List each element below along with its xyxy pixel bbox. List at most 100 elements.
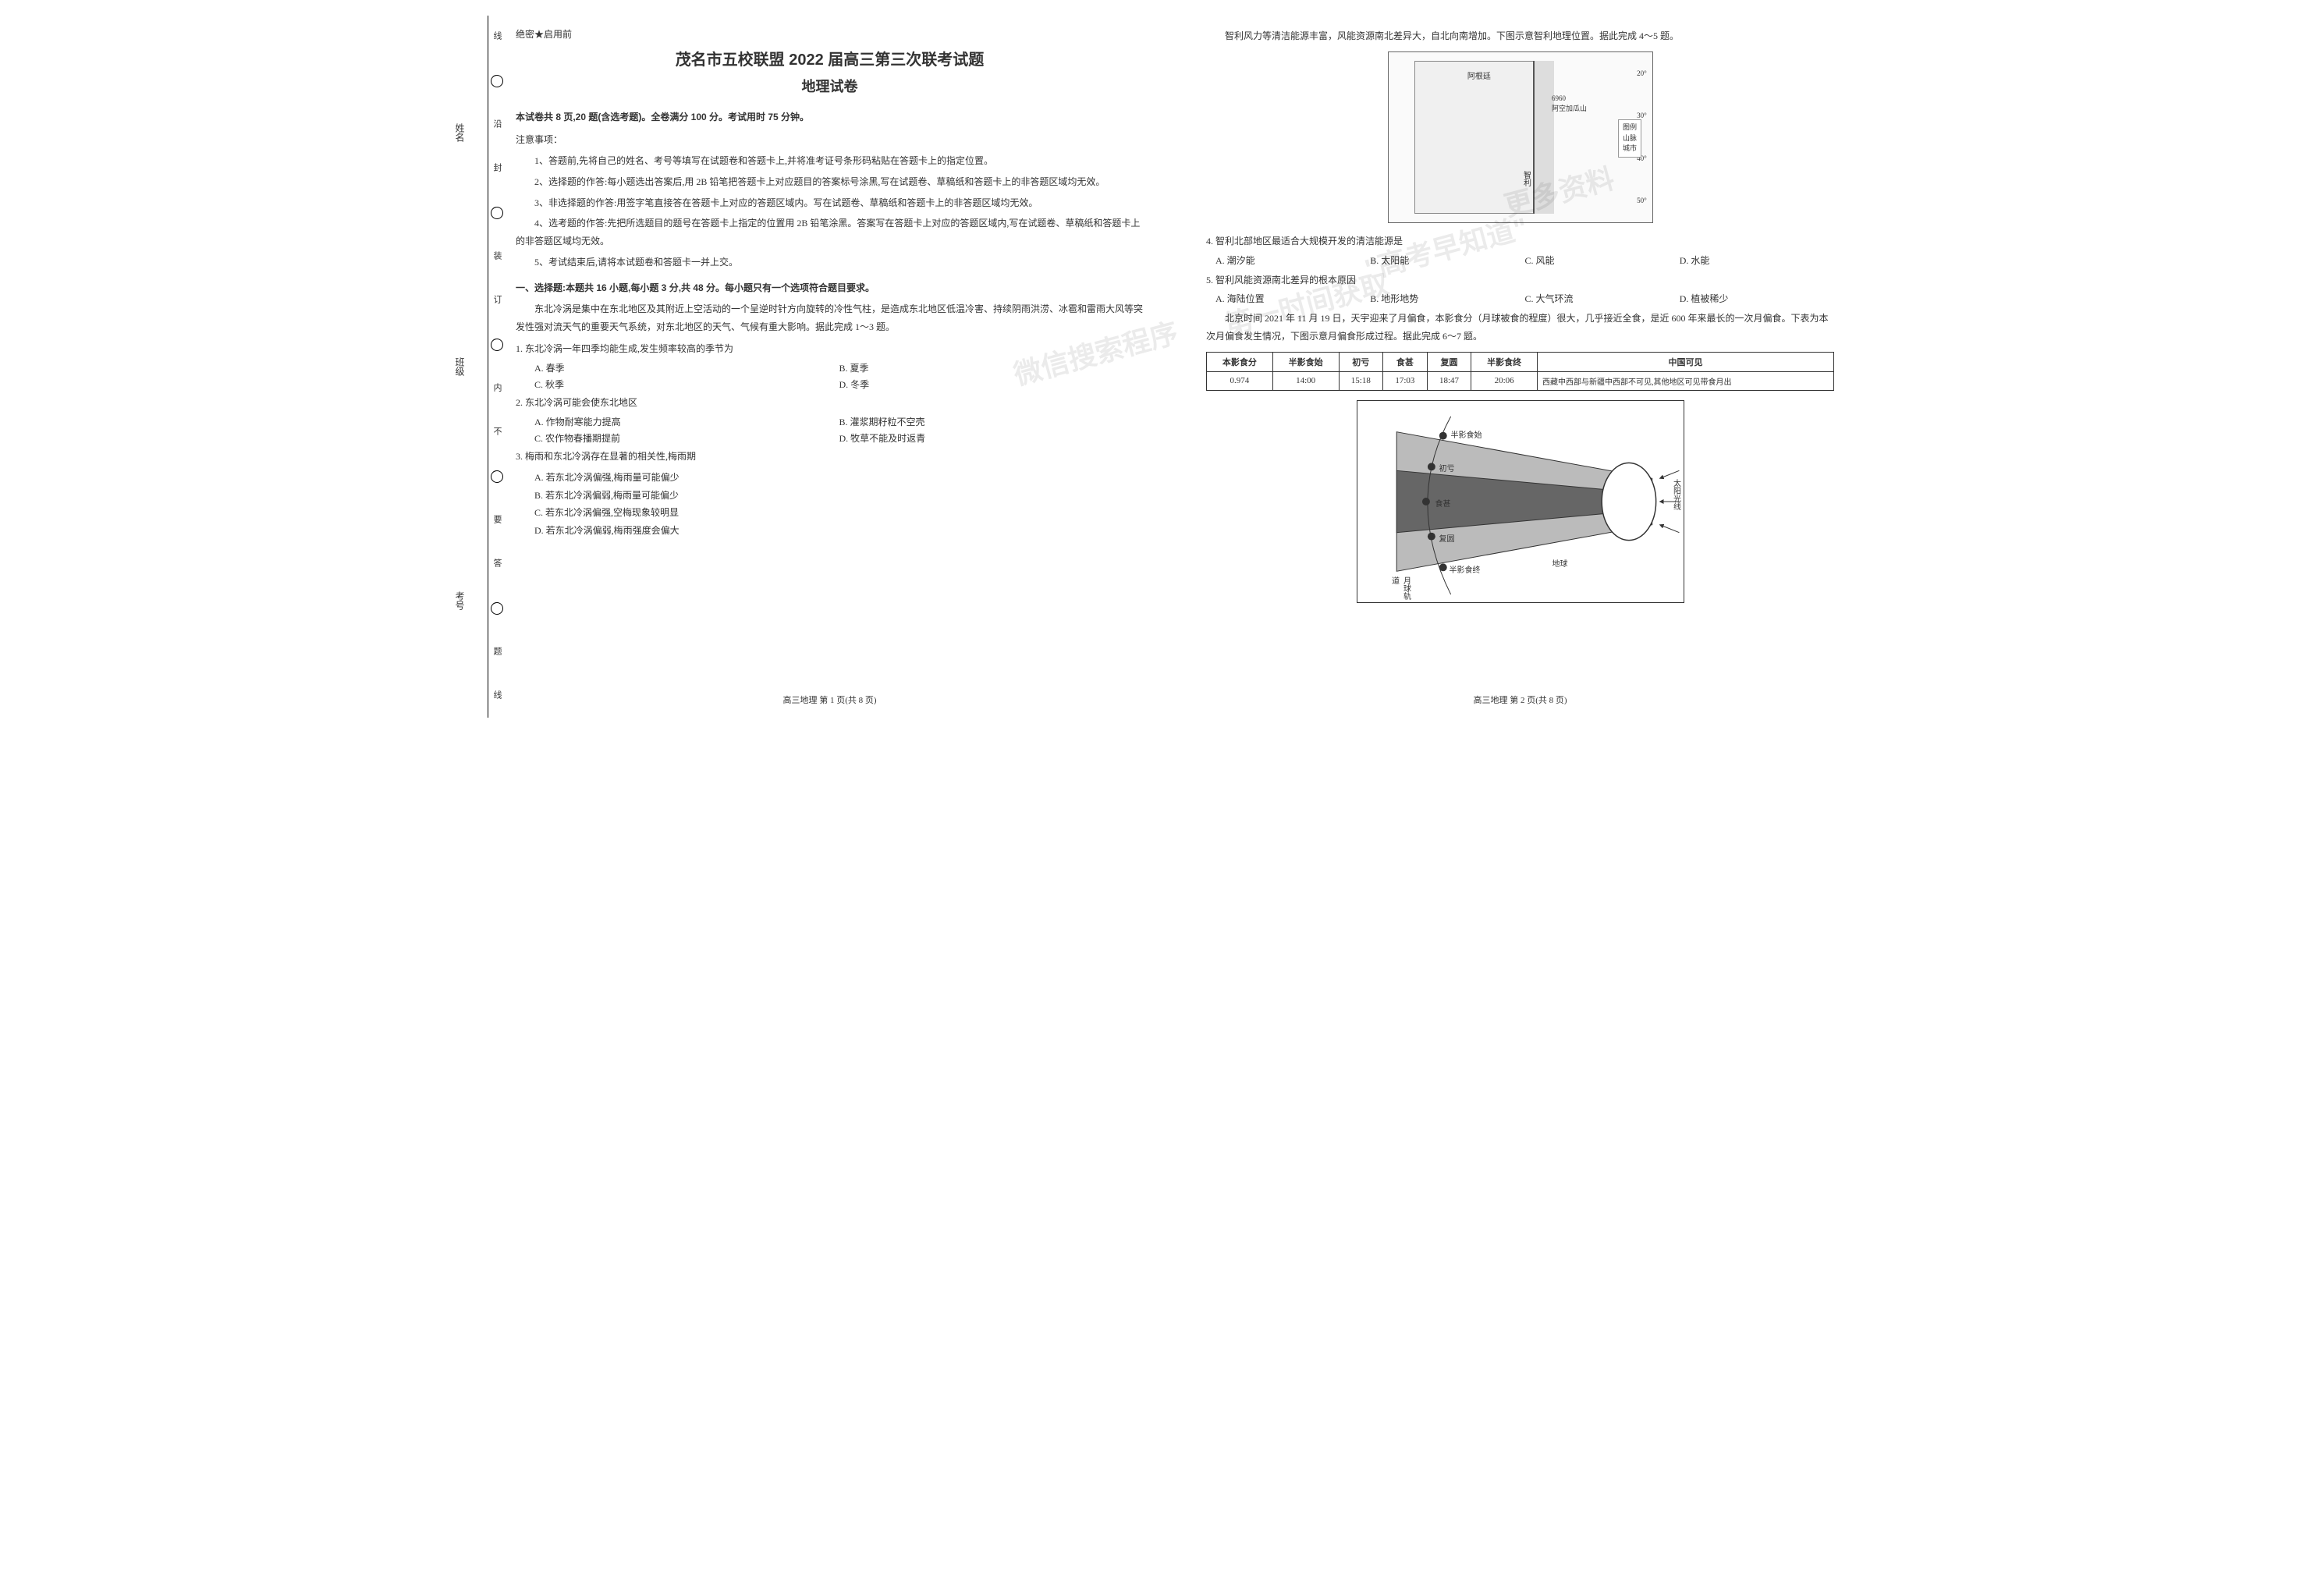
eclipse-label-1: 初亏 (1439, 462, 1455, 473)
passage-1: 东北冷涡是集中在东北地区及其附近上空活动的一个呈逆时针方向旋转的冷性气柱，是造成… (516, 300, 1144, 336)
map-mountain-elev: 6960 (1552, 94, 1566, 102)
eclipse-label-5: 月球轨道 (1389, 576, 1412, 602)
q3-stem: 3. 梅雨和东北冷涡存在显著的相关性,梅雨期 (516, 448, 1144, 466)
map-lat-50: 50° (1637, 197, 1647, 204)
sunray-1 (1659, 470, 1679, 478)
map-legend-1: 山脉 (1623, 133, 1637, 144)
moon-pos-3 (1421, 498, 1429, 505)
side-strip: 姓名 班级 考号 线 沿 封 装 订 内 不 要 答 题 线 (449, 16, 488, 718)
q4-stem: 4. 智利北部地区最适合大规模开发的清洁能源是 (1206, 232, 1834, 250)
q4-opt-a: A. 潮汐能 (1215, 254, 1370, 267)
eclipse-th-0: 本影食分 (1207, 352, 1273, 371)
q1-opts-row2: C. 秋季 D. 冬季 (534, 378, 1144, 391)
moon-pos-5 (1439, 563, 1446, 571)
eclipse-th-5: 半影食终 (1471, 352, 1538, 371)
notice-4: 4、选考题的作答:先把所选题目的题号在答题卡上指定的位置用 2B 铅笔涂黑。答案… (516, 215, 1144, 250)
map-country-arg: 阿根廷 (1467, 69, 1491, 81)
q1-stem: 1. 东北冷涡一年四季均能生成,发生频率较高的季节为 (516, 340, 1144, 358)
map-coast (1533, 61, 1554, 214)
q4-opt-b: B. 太阳能 (1370, 254, 1524, 267)
page-2: 智利风力等清洁能源丰富，风能资源南北差异大，自北向南增加。下图示意智利地理位置。… (1187, 16, 1854, 718)
exam-subtitle: 地理试卷 (516, 76, 1144, 96)
section-1-heading: 一、选择题:本题共 16 小题,每小题 3 分,共 48 分。每小题只有一个选项… (516, 281, 1144, 294)
eclipse-td-0: 0.974 (1207, 371, 1273, 390)
chile-map: 20° 30° 40° 50° 6960 阿空加瓜山 智利 阿根廷 图例 山脉 … (1388, 51, 1653, 223)
q2-stem: 2. 东北冷涡可能会使东北地区 (516, 394, 1144, 412)
page-2-footer: 高三地理 第 2 页(共 8 页) (1187, 693, 1854, 706)
eclipse-label-4: 半影食终 (1450, 563, 1481, 575)
eclipse-label-2: 食甚 (1435, 497, 1451, 509)
page-1: 绝密★启用前 茂名市五校联盟 2022 届高三第三次联考试题 地理试卷 本试卷共… (496, 16, 1163, 718)
side-label-examno: 考号 (453, 585, 467, 616)
eclipse-label-7: 太阳光线 (1670, 479, 1682, 510)
q4-opt-c: C. 风能 (1525, 254, 1680, 267)
notice-heading: 注意事项： (516, 133, 1144, 146)
side-label-name: 姓名 (453, 117, 467, 148)
q2-opts-row2: C. 农作物春播期提前 D. 牧草不能及时返青 (534, 431, 1144, 445)
map-lat-20: 20° (1637, 69, 1647, 77)
q1-opt-a: A. 春季 (534, 361, 839, 374)
passage-2: 智利风力等清洁能源丰富，风能资源南北差异大，自北向南增加。下图示意智利地理位置。… (1206, 27, 1834, 45)
q2-opt-d: D. 牧草不能及时返青 (839, 431, 1144, 445)
notice-2: 2、选择题的作答:每小题选出答案后,用 2B 铅笔把答题卡上对应题目的答案标号涂… (516, 173, 1144, 191)
moon-pos-4 (1427, 533, 1435, 541)
q1-opt-b: B. 夏季 (839, 361, 1144, 374)
q4-opt-d: D. 水能 (1680, 254, 1834, 267)
q1-opt-c: C. 秋季 (534, 378, 839, 391)
q5-opts: A. 海陆位置 B. 地形地势 C. 大气环流 D. 植被稀少 (1215, 292, 1834, 305)
q4-opts: A. 潮汐能 B. 太阳能 C. 风能 D. 水能 (1215, 254, 1834, 267)
map-legend-title: 图例 (1623, 122, 1637, 133)
map-legend: 图例 山脉 城市 (1618, 119, 1641, 158)
q2-opt-b: B. 灌浆期籽粒不空壳 (839, 415, 1144, 428)
eclipse-table: 本影食分 半影食始 初亏 食甚 复圆 半影食终 中国可见 0.974 14:00… (1206, 352, 1834, 391)
side-label-class: 班级 (453, 351, 467, 382)
q1-opts-row1: A. 春季 B. 夏季 (534, 361, 1144, 374)
exam-container: 姓名 班级 考号 线 沿 封 装 订 内 不 要 答 题 线 绝密★启用前 茂名… (449, 16, 1854, 718)
map-mountain-label: 阿空加瓜山 (1552, 103, 1587, 113)
eclipse-table-header-row: 本影食分 半影食始 初亏 食甚 复圆 半影食终 中国可见 (1207, 352, 1834, 371)
eclipse-th-2: 初亏 (1339, 352, 1383, 371)
eclipse-label-6: 地球 (1552, 557, 1568, 569)
map-legend-2: 城市 (1623, 144, 1637, 154)
q3-opt-d: D. 若东北冷涡偏弱,梅雨强度会偏大 (534, 522, 1144, 540)
map-land (1414, 61, 1546, 214)
eclipse-svg (1357, 401, 1684, 602)
pages: 绝密★启用前 茂名市五校联盟 2022 届高三第三次联考试题 地理试卷 本试卷共… (496, 16, 1854, 718)
exam-info: 本试卷共 8 页,20 题(含选考题)。全卷满分 100 分。考试用时 75 分… (516, 110, 1144, 123)
earth-shape (1602, 463, 1655, 540)
q2-opt-a: A. 作物耐寒能力提高 (534, 415, 839, 428)
moon-pos-2 (1427, 463, 1435, 470)
page-1-footer: 高三地理 第 1 页(共 8 页) (496, 693, 1163, 706)
eclipse-td-5: 20:06 (1471, 371, 1538, 390)
side-labels: 姓名 班级 考号 (453, 16, 467, 718)
eclipse-td-3: 17:03 (1383, 371, 1428, 390)
eclipse-td-6: 西藏中西部与新疆中西部不可见,其他地区可见带食月出 (1538, 371, 1834, 390)
eclipse-label-0: 半影食始 (1451, 428, 1482, 440)
exam-title: 茂名市五校联盟 2022 届高三第三次联考试题 (516, 47, 1144, 69)
map-lat-30: 30° (1637, 112, 1647, 119)
eclipse-table-data-row: 0.974 14:00 15:18 17:03 18:47 20:06 西藏中西… (1207, 371, 1834, 390)
eclipse-th-4: 复圆 (1427, 352, 1471, 371)
q3-opt-a: A. 若东北冷涡偏强,梅雨量可能偏少 (534, 469, 1144, 487)
eclipse-th-6: 中国可见 (1538, 352, 1834, 371)
eclipse-th-1: 半影食始 (1272, 352, 1339, 371)
notice-1: 1、答题前,先将自己的姓名、考号等填写在试题卷和答题卡上,并将准考证号条形码粘贴… (516, 152, 1144, 170)
q5-opt-c: C. 大气环流 (1525, 292, 1680, 305)
q5-opt-b: B. 地形地势 (1370, 292, 1524, 305)
passage-3: 北京时间 2021 年 11 月 19 日，天宇迎来了月偏食，本影食分（月球被食… (1206, 310, 1834, 346)
q3-opt-b: B. 若东北冷涡偏弱,梅雨量可能偏少 (534, 487, 1144, 505)
q2-opt-c: C. 农作物春播期提前 (534, 431, 839, 445)
notice-3: 3、非选择题的作答:用签字笔直接答在答题卡上对应的答题区域内。写在试题卷、草稿纸… (516, 194, 1144, 212)
q5-opt-d: D. 植被稀少 (1680, 292, 1834, 305)
q3-opts: A. 若东北冷涡偏强,梅雨量可能偏少 B. 若东北冷涡偏弱,梅雨量可能偏少 C.… (516, 469, 1144, 540)
q2-opts-row1: A. 作物耐寒能力提高 B. 灌浆期籽粒不空壳 (534, 415, 1144, 428)
eclipse-label-3: 复圆 (1439, 532, 1455, 544)
eclipse-diagram: 半影食始 初亏 食甚 复圆 半影食终 月球轨道 地球 太阳光线 (1357, 400, 1684, 603)
q3-opt-c: C. 若东北冷涡偏强,空梅现象较明显 (534, 504, 1144, 522)
eclipse-td-2: 15:18 (1339, 371, 1383, 390)
eclipse-td-4: 18:47 (1427, 371, 1471, 390)
eclipse-th-3: 食甚 (1383, 352, 1428, 371)
q1-opt-d: D. 冬季 (839, 378, 1144, 391)
secret-marker: 绝密★启用前 (516, 27, 1144, 41)
map-country-chile: 智利 (1521, 171, 1532, 186)
